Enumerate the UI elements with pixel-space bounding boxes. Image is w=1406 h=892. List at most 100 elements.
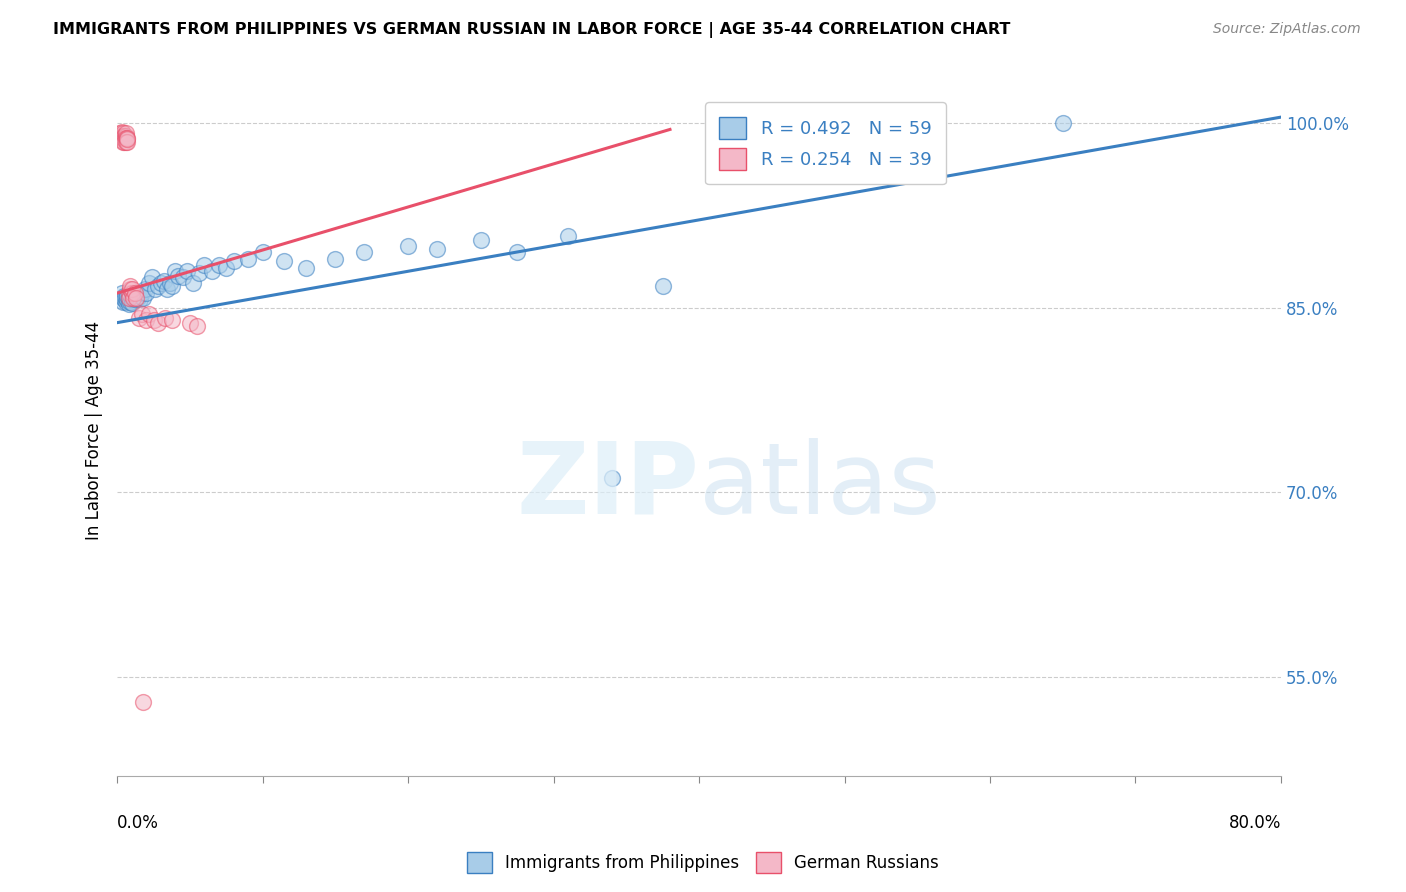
Point (111, 294, 134, 309)
Point (121, 286, 143, 301)
Point (506, 245, 529, 260)
Point (128, 310, 150, 325)
Point (120, 278, 142, 293)
Point (152, 274, 174, 288)
Point (215, 261, 238, 276)
Point (236, 252, 259, 266)
Point (131, 307, 153, 321)
Point (142, 313, 165, 327)
Point (118, 291, 141, 305)
Point (118, 286, 141, 301)
Point (110, 129, 132, 144)
Point (117, 131, 139, 145)
Point (600, 471, 623, 485)
Legend: Immigrants from Philippines, German Russians: Immigrants from Philippines, German Russ… (460, 846, 946, 880)
Point (146, 316, 169, 330)
Point (117, 132, 139, 146)
Point (252, 245, 274, 260)
Point (172, 270, 194, 285)
Point (111, 291, 134, 305)
Point (124, 286, 146, 301)
Point (117, 288, 139, 302)
Point (187, 267, 209, 281)
Point (167, 268, 190, 283)
Point (325, 252, 347, 266)
Point (129, 292, 152, 306)
Point (179, 316, 201, 330)
Point (124, 292, 146, 306)
Point (176, 264, 198, 278)
Point (114, 132, 136, 146)
Point (115, 294, 138, 309)
Point (193, 258, 215, 272)
Point (115, 291, 138, 305)
Point (115, 126, 138, 140)
Point (1052, 116, 1074, 130)
Point (110, 128, 132, 143)
Point (201, 264, 224, 278)
Point (111, 128, 134, 143)
Point (143, 282, 166, 296)
Point (111, 126, 134, 140)
Point (127, 291, 149, 305)
Point (156, 282, 179, 296)
Point (111, 131, 134, 145)
Point (162, 313, 184, 327)
Point (115, 128, 138, 143)
Point (122, 288, 145, 302)
Point (131, 286, 153, 301)
Point (557, 229, 579, 244)
Point (108, 128, 131, 143)
Text: ZIP: ZIP (516, 438, 699, 534)
Point (118, 297, 141, 311)
Point (120, 294, 142, 309)
Point (110, 125, 132, 139)
Point (162, 278, 184, 293)
Point (118, 291, 141, 305)
Text: Source: ZipAtlas.com: Source: ZipAtlas.com (1213, 22, 1361, 37)
Point (120, 288, 142, 302)
Point (651, 278, 673, 293)
Point (208, 258, 231, 272)
Point (165, 264, 187, 278)
Legend: R = 0.492   N = 59, R = 0.254   N = 39: R = 0.492 N = 59, R = 0.254 N = 39 (704, 103, 946, 185)
Point (122, 291, 145, 305)
Point (121, 296, 143, 310)
Point (295, 261, 318, 276)
Text: 80.0%: 80.0% (1229, 814, 1281, 832)
Y-axis label: In Labor Force | Age 35-44: In Labor Force | Age 35-44 (86, 321, 103, 541)
Point (181, 277, 204, 291)
Point (159, 277, 181, 291)
Point (115, 131, 138, 145)
Point (396, 239, 419, 253)
Point (132, 695, 155, 709)
Point (128, 288, 150, 302)
Point (121, 282, 143, 296)
Point (117, 293, 139, 308)
Point (353, 245, 375, 260)
Point (117, 135, 139, 149)
Point (114, 128, 136, 143)
Point (111, 135, 134, 149)
Point (121, 292, 143, 306)
Point (426, 242, 449, 256)
Point (120, 282, 142, 296)
Point (135, 313, 157, 327)
Point (273, 254, 295, 268)
Point (138, 307, 160, 321)
Point (125, 291, 148, 305)
Point (125, 286, 148, 301)
Point (146, 278, 169, 293)
Point (138, 277, 160, 291)
Point (115, 135, 138, 149)
Point (222, 254, 245, 268)
Point (110, 131, 132, 145)
Point (134, 282, 156, 296)
Text: 0.0%: 0.0% (117, 814, 159, 832)
Point (141, 270, 163, 285)
Point (149, 277, 172, 291)
Point (110, 286, 132, 301)
Point (114, 288, 136, 302)
Point (114, 135, 136, 149)
Point (132, 291, 155, 305)
